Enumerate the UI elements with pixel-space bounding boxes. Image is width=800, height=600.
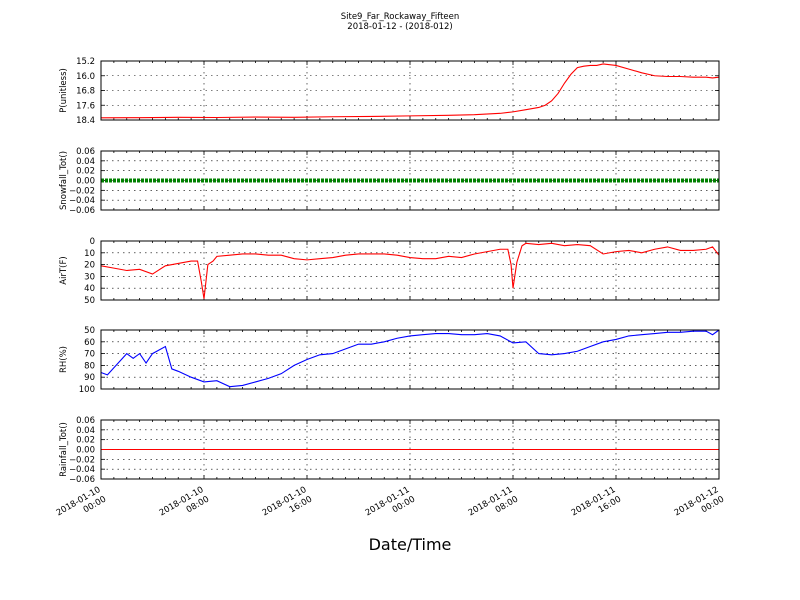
x-tick-label: 2018-01-1100:00	[364, 485, 417, 528]
subplots: 15.216.016.817.618.4P(unitless)0.060.040…	[59, 57, 720, 485]
y-tick-label: −0.04	[69, 465, 95, 475]
y-tick-label: −0.06	[69, 475, 95, 485]
y-tick-label: 0.00	[76, 446, 95, 456]
y-tick-label: 0.04	[76, 426, 95, 436]
x-tick-label: 2018-01-1108:00	[467, 485, 520, 528]
y-tick-label: 15.2	[76, 57, 95, 67]
subplot-2: 0.060.040.020.00−0.02−0.04−0.06Snowfall_…	[59, 147, 720, 216]
series-line	[100, 63, 720, 119]
series-line	[100, 242, 720, 299]
x-axis-label: Date/Time	[369, 535, 452, 554]
y-tick-label: 0.06	[76, 147, 95, 157]
y-axis-label: P(unitless)	[59, 68, 69, 113]
x-tick-label: 2018-01-1016:00	[261, 485, 314, 528]
y-tick-label: 0.04	[76, 157, 95, 167]
y-tick-label: 0.06	[76, 416, 95, 426]
subplot-1: 15.2 16.0 16.8 17.6 18.4 P(unitless)	[59, 57, 720, 126]
y-tick-label: 16.0	[76, 72, 95, 82]
series-line	[100, 329, 720, 388]
y-tick-label: 60	[84, 338, 95, 348]
chart-title-line2: 2018-01-12 - (2018-012)	[347, 22, 452, 32]
y-tick-label: 10	[84, 249, 95, 259]
y-axis-label: Rainfall_Tot()	[59, 422, 69, 477]
subplot-5: 0.060.040.020.00−0.02−0.04−0.06Rainfall_…	[59, 416, 720, 485]
y-tick-label: 0	[90, 237, 95, 247]
y-tick-label: 50	[84, 326, 95, 336]
y-tick-label: 100	[79, 385, 95, 395]
x-tick-label: 2018-01-1000:00	[55, 485, 108, 528]
x-tick-label: 2018-01-1008:00	[158, 485, 211, 528]
y-tick-label: 30	[84, 272, 95, 282]
plot-frame	[100, 419, 720, 480]
y-tick-label: −0.04	[69, 196, 95, 206]
y-tick-label: 90	[84, 373, 95, 383]
plot-frame	[100, 60, 720, 121]
y-axis-label: AirT(F)	[59, 256, 69, 284]
y-tick-label: 0.02	[76, 436, 95, 446]
y-tick-label: 50	[84, 296, 95, 306]
y-tick-label: 0.00	[76, 177, 95, 187]
y-tick-label: −0.02	[69, 455, 95, 465]
plot-frame	[100, 150, 720, 211]
y-tick-label: 80	[84, 361, 95, 371]
y-axis-label: Snowfall_Tot()	[59, 151, 69, 210]
y-tick-label: 70	[84, 350, 95, 360]
y-tick-label: 0.02	[76, 167, 95, 177]
y-tick-label: −0.02	[69, 186, 95, 196]
y-tick-label: 40	[84, 284, 95, 294]
x-tick-label: 2018-01-1200:00	[673, 485, 726, 528]
y-tick-label: 16.8	[76, 87, 95, 97]
y-tick-label: 20	[84, 261, 95, 271]
plot-frame	[100, 240, 720, 301]
y-tick-label: 17.6	[76, 101, 95, 111]
y-tick-label: 18.4	[76, 116, 95, 126]
x-tick-label: 2018-01-1116:00	[570, 485, 623, 528]
plot-frame	[100, 329, 720, 390]
x-tick-labels: 2018-01-1000:00 2018-01-1008:00 2018-01-10…	[55, 485, 726, 528]
chart-title-line1: Site9_Far_Rockaway_Fifteen	[341, 12, 460, 22]
y-tick-label: −0.06	[69, 206, 95, 216]
y-axis-label: RH(%)	[59, 346, 69, 373]
